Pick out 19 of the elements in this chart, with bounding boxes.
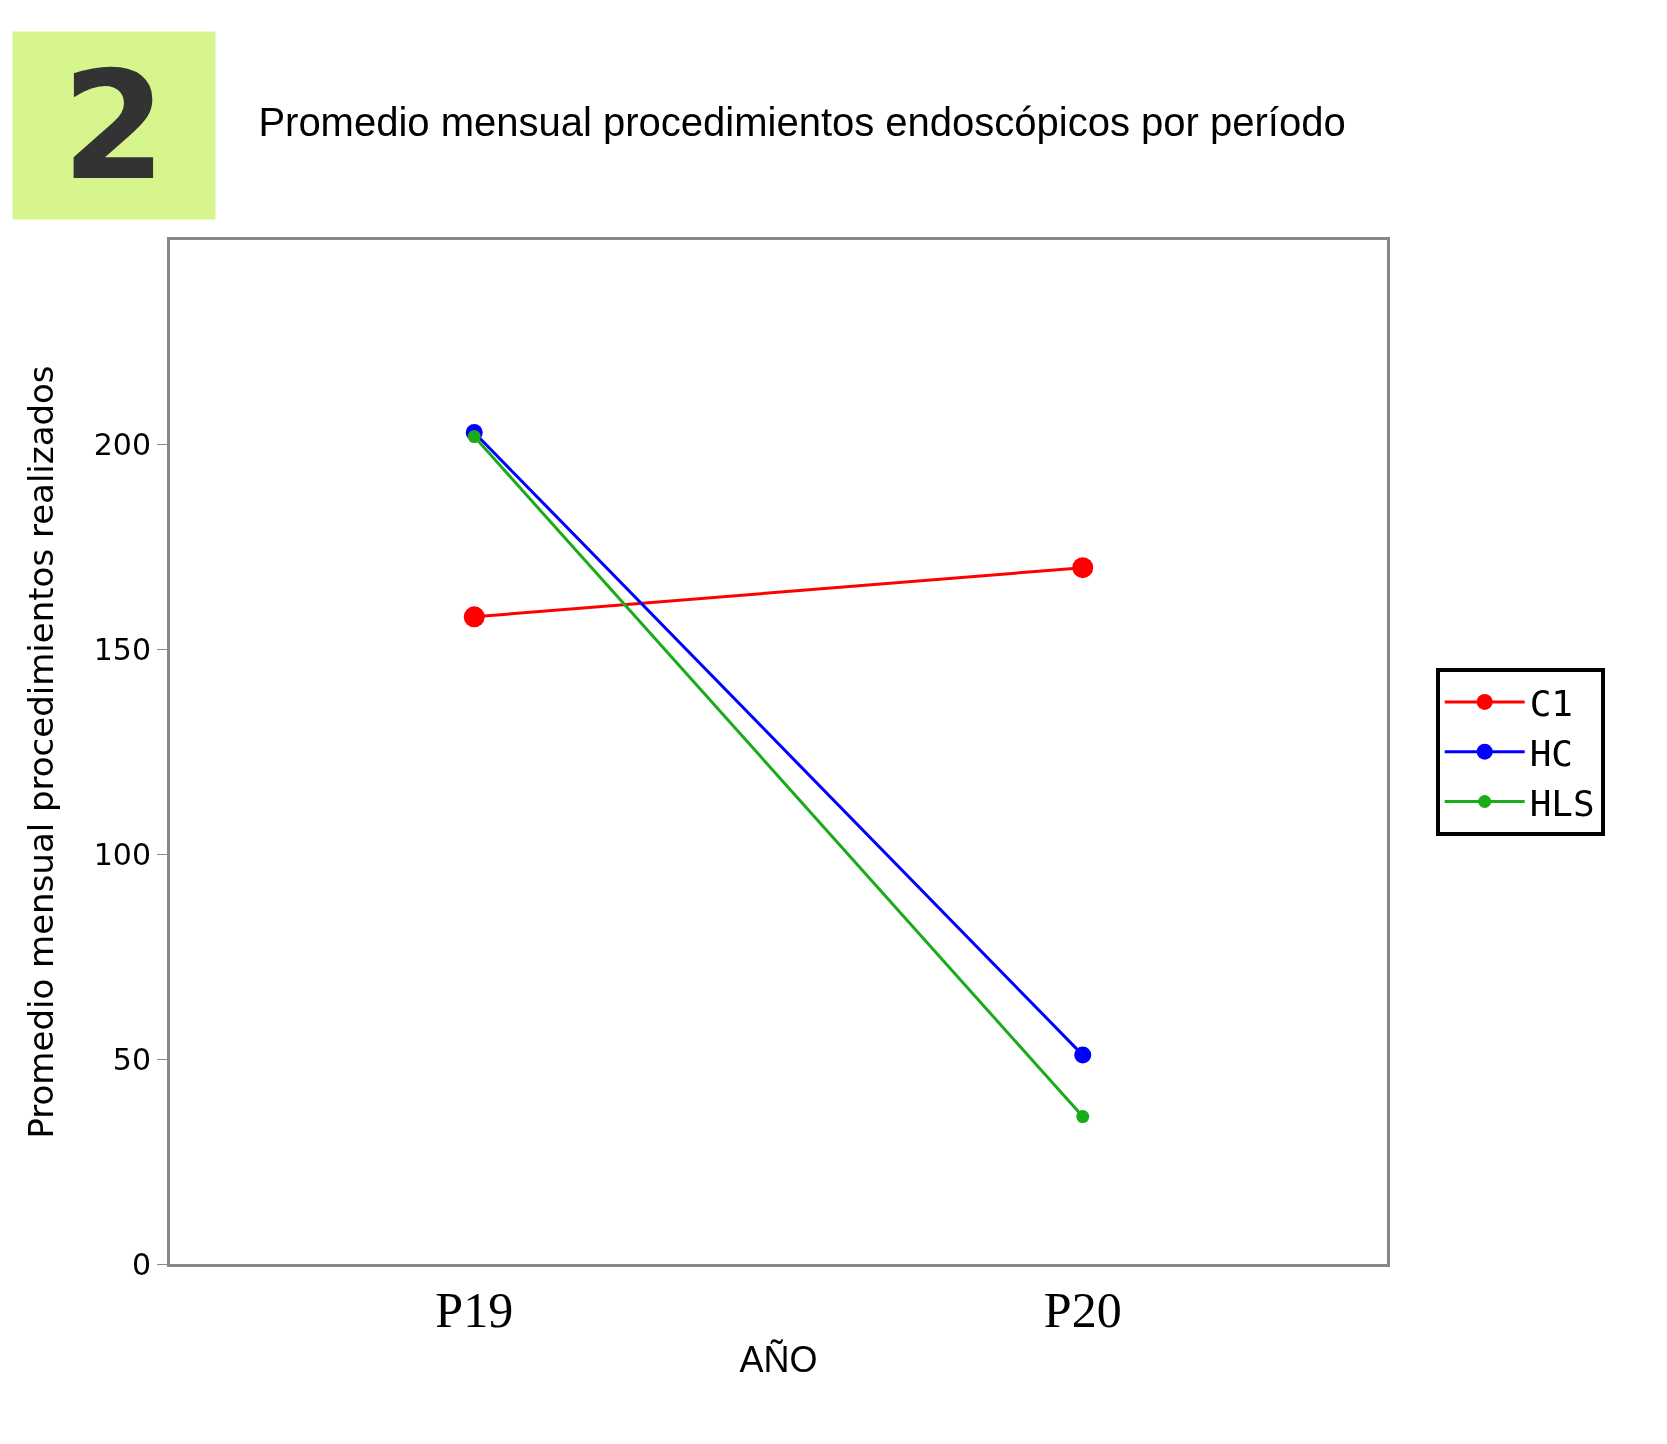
legend-label: HLS [1529,782,1595,824]
y-tick-label: 0 [131,1246,151,1282]
x-axis-title: AÑO [739,1338,818,1380]
chart-title: Promedio mensual procedimientos endoscópicos por período [258,100,1346,145]
point [1074,1046,1092,1064]
legend-label: HC [1529,732,1574,774]
point [1076,1110,1090,1124]
point [1072,557,1094,579]
y-tick-label: 150 [93,632,151,668]
legend-label: C1 [1529,682,1574,724]
text: 2 [61,38,167,213]
point [463,606,485,628]
x-tick-label: P19 [435,1282,514,1338]
x-tick-label: P20 [1043,1282,1122,1338]
y-tick-label: 50 [112,1041,151,1077]
point [467,430,481,444]
y-axis-title: Promedio mensual procedimientos realizados [21,365,62,1139]
y-tick-label: 200 [93,427,151,463]
y-tick-label: 100 [93,836,151,872]
